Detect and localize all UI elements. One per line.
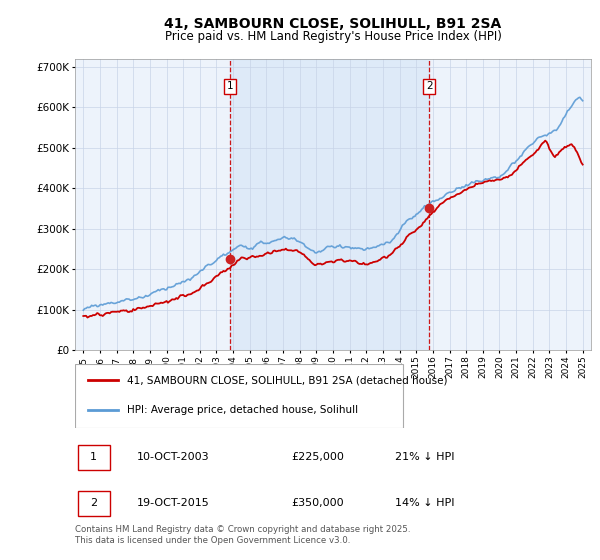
Text: Contains HM Land Registry data © Crown copyright and database right 2025.
This d: Contains HM Land Registry data © Crown c… [75,525,410,545]
Bar [230,59,430,350]
Text: 2: 2 [90,498,97,508]
Text: 1: 1 [90,452,97,463]
Text: Price paid vs. HM Land Registry's House Price Index (HPI): Price paid vs. HM Land Registry's House … [164,30,502,44]
Text: 2: 2 [426,81,433,91]
Text: HPI: Average price, detached house, Solihull: HPI: Average price, detached house, Soli… [127,405,358,416]
Text: 19-OCT-2015: 19-OCT-2015 [137,498,209,508]
FancyBboxPatch shape [75,364,403,428]
Text: 41, SAMBOURN CLOSE, SOLIHULL, B91 2SA (detached house): 41, SAMBOURN CLOSE, SOLIHULL, B91 2SA (d… [127,375,448,385]
Text: £225,000: £225,000 [292,452,344,463]
Text: 1: 1 [226,81,233,91]
Text: 21% ↓ HPI: 21% ↓ HPI [395,452,454,463]
Text: £350,000: £350,000 [292,498,344,508]
FancyBboxPatch shape [77,491,110,516]
FancyBboxPatch shape [77,445,110,470]
Text: 14% ↓ HPI: 14% ↓ HPI [395,498,454,508]
Text: 41, SAMBOURN CLOSE, SOLIHULL, B91 2SA: 41, SAMBOURN CLOSE, SOLIHULL, B91 2SA [164,17,502,31]
Text: 10-OCT-2003: 10-OCT-2003 [137,452,209,463]
